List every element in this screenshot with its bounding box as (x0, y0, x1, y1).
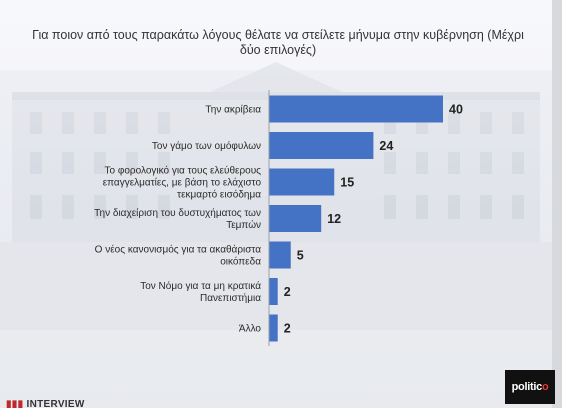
category-label: Άλλο (239, 324, 262, 335)
bar-value-label: 2 (284, 322, 291, 336)
bar (269, 278, 278, 305)
interview-brand: ▮▮▮ INTERVIEW (6, 399, 85, 408)
category-label: Πανεπιστήμια (200, 292, 261, 304)
bar (269, 95, 443, 123)
bar-value-label: 40 (449, 103, 463, 117)
bar (269, 132, 374, 159)
bar (269, 205, 322, 232)
bar (269, 168, 335, 196)
right-edge (552, 0, 562, 408)
chart-title: Για ποιον από τους παρακάτω λόγους θέλατ… (32, 28, 524, 57)
bar (269, 241, 291, 269)
category-label: Τεμπών (226, 219, 261, 231)
bar-value-label: 24 (379, 139, 393, 153)
category-label: Το φορολογικό για τους ελεύθερους (105, 165, 262, 177)
bar-value-label: 2 (284, 285, 291, 299)
bar-value-label: 15 (340, 176, 354, 190)
category-label: Τον γάμο των ομόφυλων (152, 140, 261, 152)
category-label: Τον Νόμο για τα μη κρατικά (140, 280, 261, 292)
bar-value-label: 12 (327, 212, 341, 226)
category-label: τεκμαρτό εισόδημα (177, 189, 261, 201)
category-label: Ο νέος κανονισμός για τα ακαθάριστα (95, 244, 262, 256)
category-label: Την διαχείριση του δυστυχήματος των (94, 207, 261, 219)
politico-logo: politic o (505, 370, 555, 404)
bar (269, 314, 278, 342)
category-label: οικόπεδα (220, 256, 261, 268)
logo-text: politic (511, 381, 543, 393)
category-label: Την ακρίβεια (205, 104, 261, 116)
brand-mark-icon: ▮▮▮ (6, 399, 27, 408)
brand-text: INTERVIEW (26, 399, 85, 408)
logo-accent: o (541, 381, 549, 393)
category-label: επαγγελματίες, με βάση το ελάχιστο (103, 177, 262, 189)
bar-value-label: 5 (297, 249, 304, 263)
